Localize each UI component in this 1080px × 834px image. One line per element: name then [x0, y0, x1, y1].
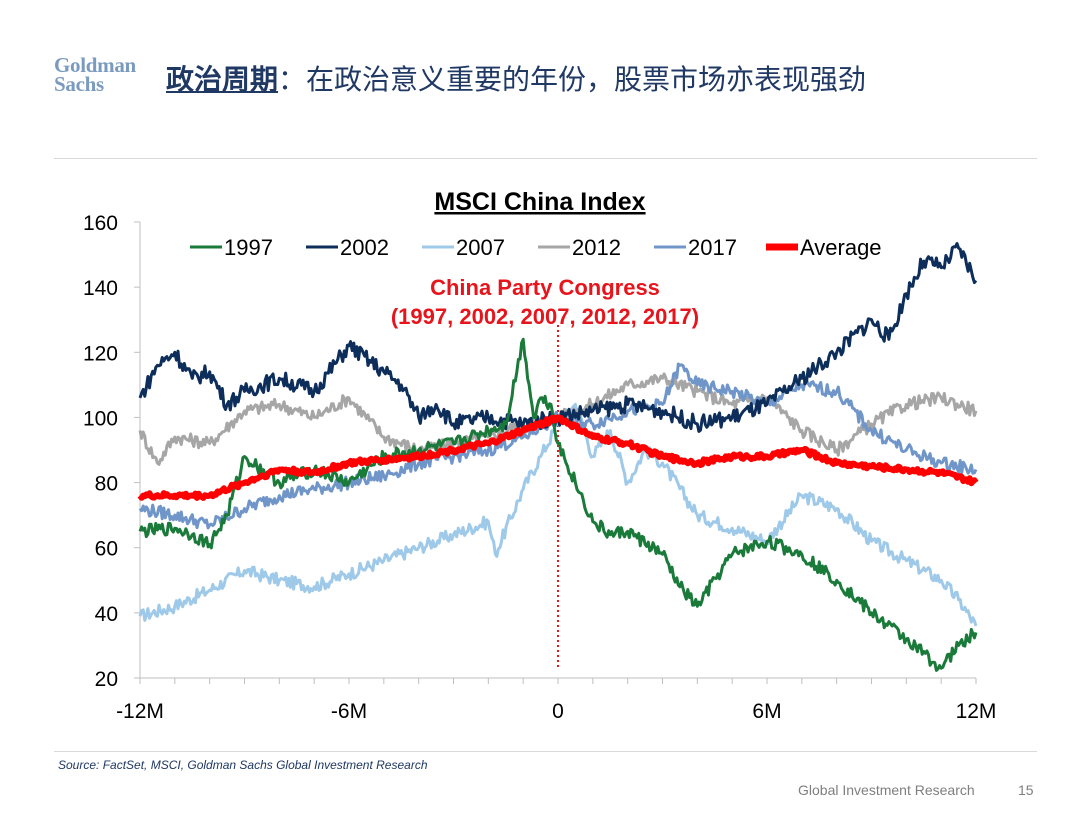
- series-line-1997: [138, 337, 978, 672]
- y-tick-label: 160: [83, 212, 118, 235]
- footer-brand: Global Investment Research: [798, 782, 975, 798]
- logo-line-1: Goldman: [54, 53, 136, 77]
- legend-label-average: Average: [800, 235, 882, 260]
- x-tick-label: -12M: [116, 700, 164, 723]
- annotation-line-2: (1997, 2002, 2007, 2012, 2017): [391, 304, 699, 329]
- page-title: 政治周期：在政治意义重要的年份，股票市场亦表现强劲: [166, 58, 866, 98]
- logo-line-2: Sachs: [54, 72, 104, 96]
- source-note: Source: FactSet, MSCI, Goldman Sachs Glo…: [58, 758, 428, 772]
- y-tick-label: 140: [83, 277, 118, 300]
- annotation-line-1: China Party Congress: [430, 275, 660, 300]
- x-tick-label: 0: [552, 700, 564, 723]
- x-tick-label: 6M: [752, 700, 781, 723]
- legend-label-2002: 2002: [340, 235, 389, 260]
- axes-layer: [134, 221, 977, 684]
- y-tick-label: 60: [95, 538, 118, 561]
- y-tick-label: 40: [95, 603, 118, 626]
- goldman-sachs-logo: Goldman Sachs: [54, 53, 136, 96]
- legend-label-2017: 2017: [688, 235, 737, 260]
- legend-label-1997: 1997: [224, 235, 273, 260]
- title-keyword: 政治周期: [166, 63, 279, 96]
- chart-title: MSCI China Index: [434, 188, 645, 216]
- y-tick-label: 120: [83, 342, 118, 365]
- y-tick-label: 100: [83, 407, 118, 430]
- text-layer: 20 40 60 80 100 120 140 160 -12M -6M 0 6M 12M MSCI Ch…: [83, 188, 996, 723]
- y-tick-label: 20: [95, 668, 118, 691]
- top-divider: [54, 158, 1037, 159]
- series-layer: [137, 242, 979, 672]
- legend-label-2007: 2007: [456, 235, 505, 260]
- bottom-divider: [54, 751, 1037, 752]
- y-tick-label: 80: [95, 473, 118, 496]
- x-tick-label: 12M: [956, 700, 997, 723]
- legend-label-2012: 2012: [572, 235, 621, 260]
- page-number: 15: [1018, 782, 1034, 798]
- x-tick-label: -6M: [331, 700, 367, 723]
- title-rest: ：在政治意义重要的年份，股票市场亦表现强劲: [278, 63, 867, 96]
- series-line-average: [137, 414, 979, 501]
